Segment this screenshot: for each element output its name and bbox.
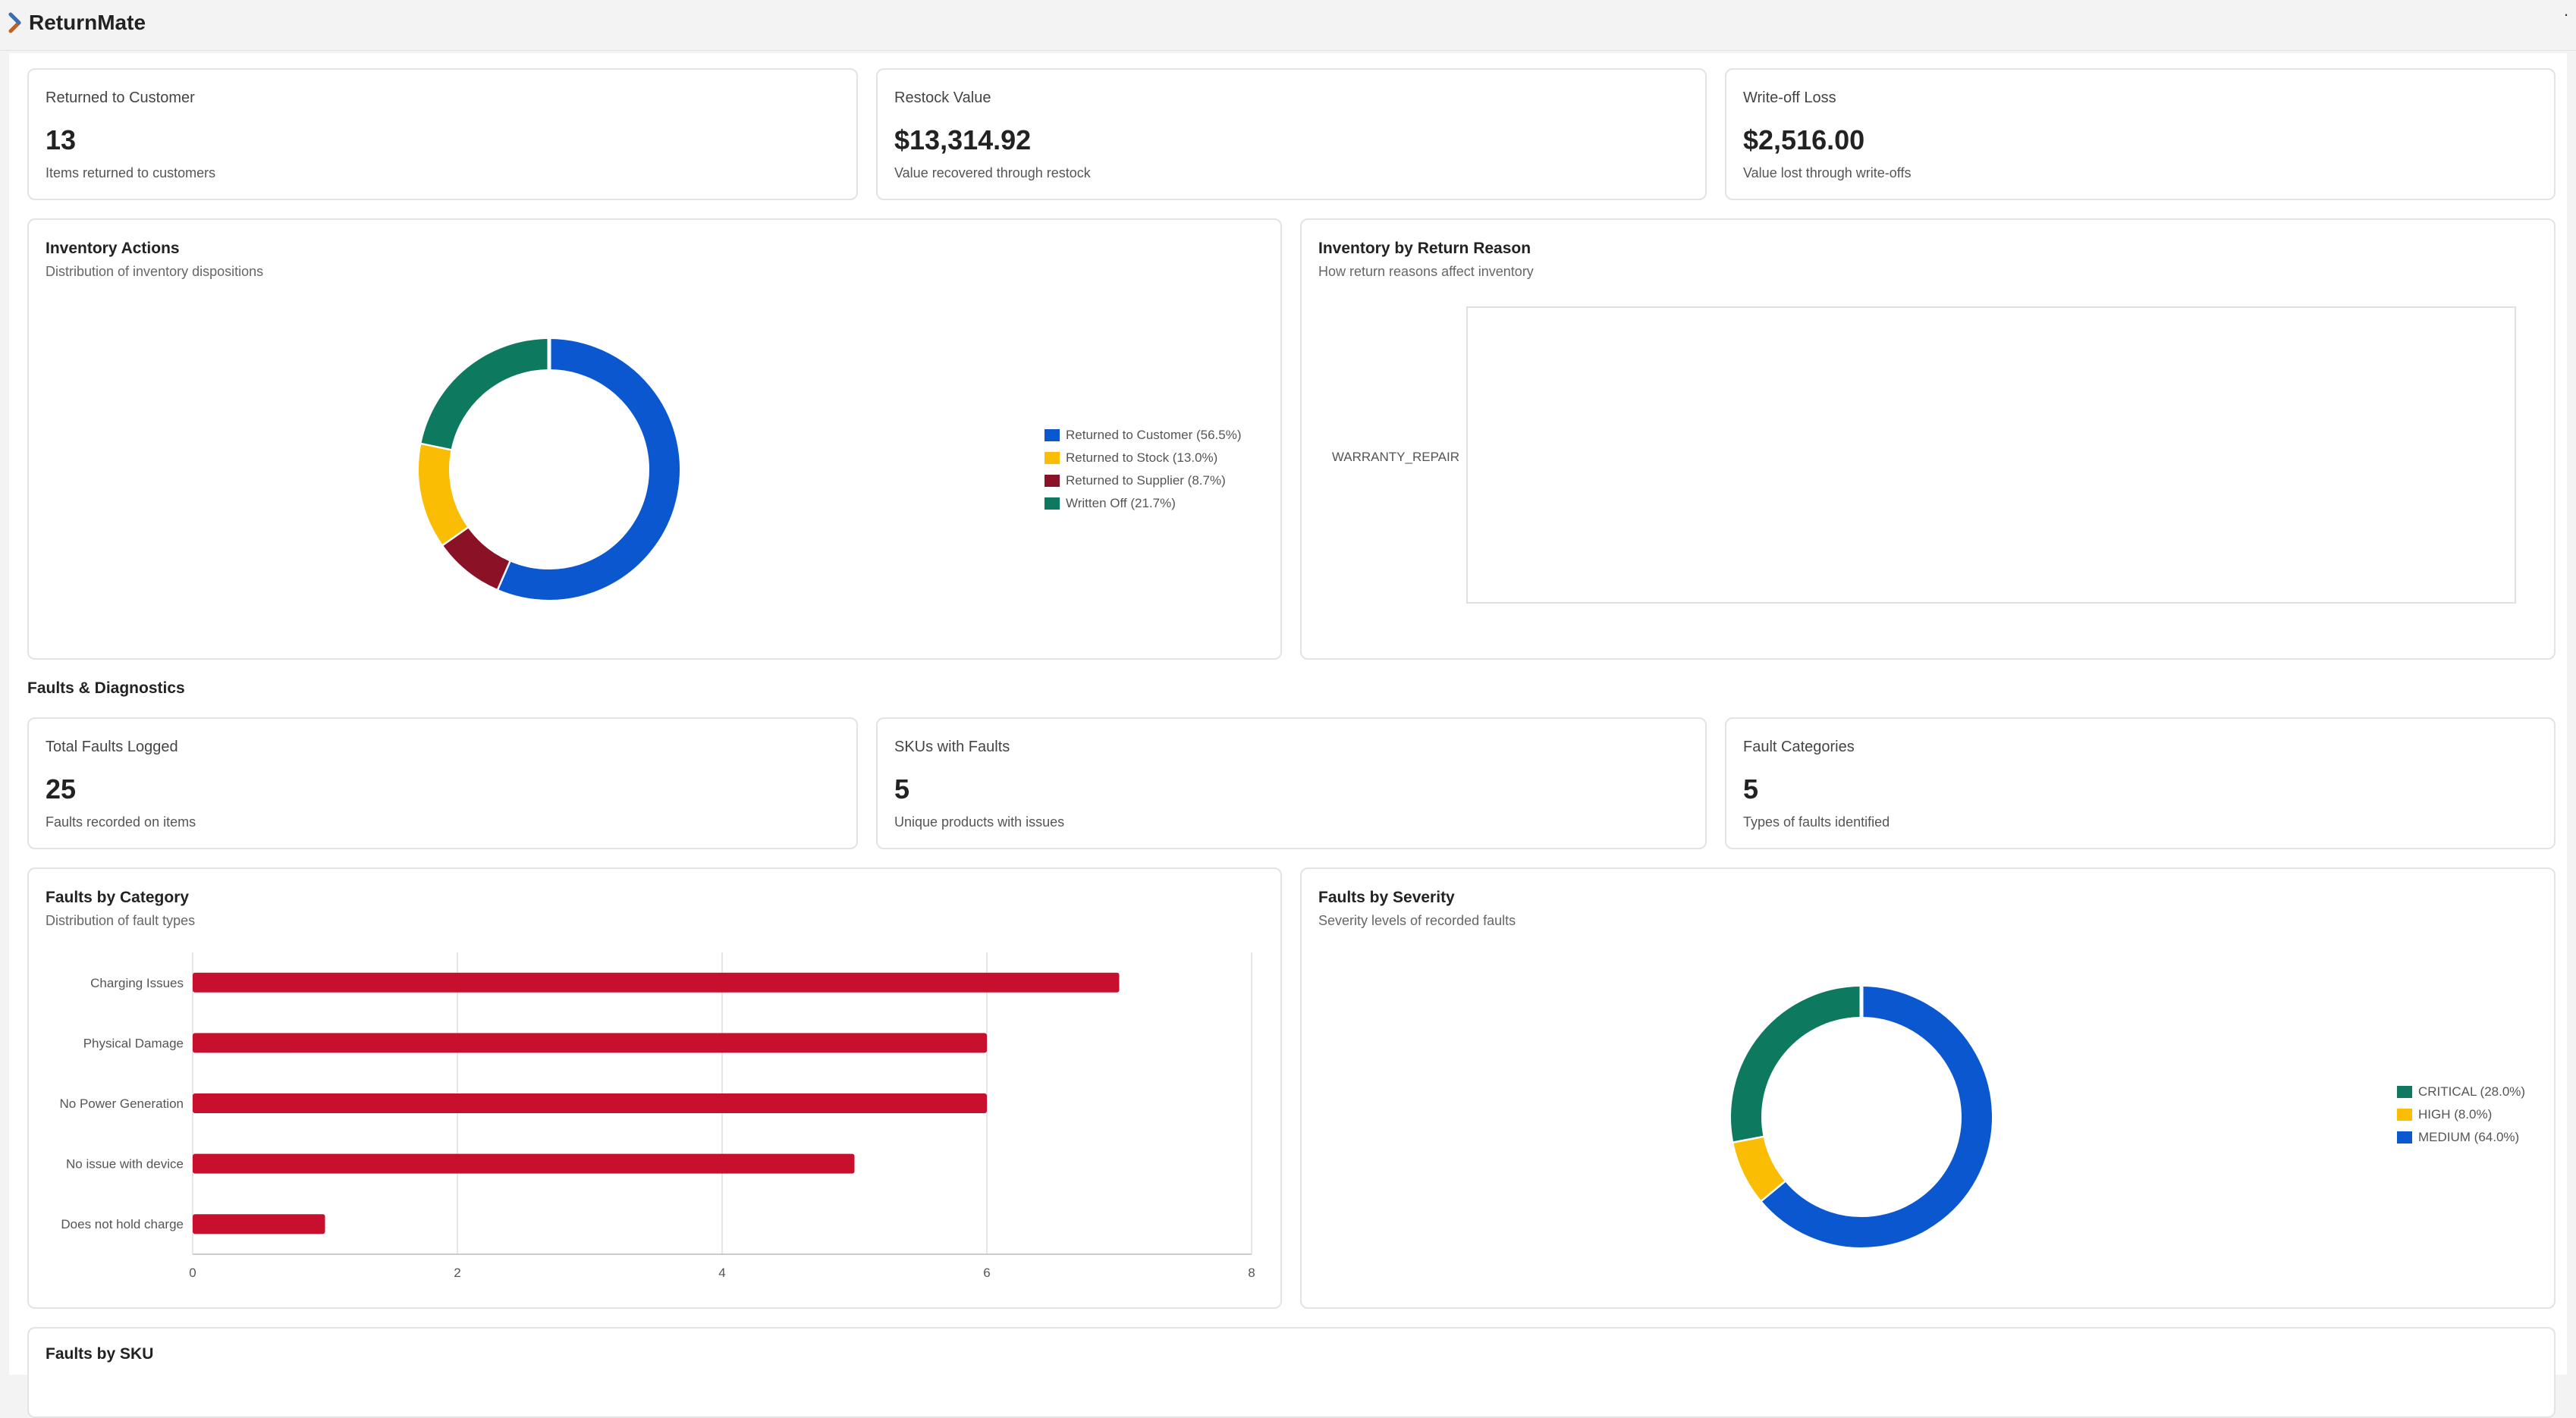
donut-slice-high[interactable] — [1733, 1135, 1785, 1200]
legend-label: Returned to Stock (13.0%) — [1066, 450, 1218, 465]
legend-swatch — [2397, 1131, 2412, 1143]
x-tick-label: 8 — [1248, 1266, 1255, 1280]
legend-label: Written Off (21.7%) — [1066, 496, 1176, 510]
panel-title: Inventory by Return Reason — [1318, 240, 1531, 257]
inventory-by-reason-panel: Inventory by Return Reason How return re… — [1300, 218, 2556, 660]
stat-title: Total Faults Logged — [46, 739, 178, 755]
top-bar: ReturnMate · — [0, 0, 2576, 51]
legend-swatch — [2397, 1109, 2412, 1121]
bar-no-power-generation[interactable] — [193, 1093, 987, 1113]
panel-subtitle: How return reasons affect inventory — [1318, 264, 1534, 279]
stat-subtitle: Items returned to customers — [46, 165, 216, 180]
legend-item[interactable]: CRITICAL (28.0%) — [2397, 1081, 2525, 1103]
y-tick-label: No issue with device — [66, 1157, 184, 1172]
legend-swatch — [2397, 1086, 2412, 1098]
panel-title: Faults by Category — [46, 889, 190, 906]
legend-swatch — [1045, 452, 1060, 464]
x-tick-label: 0 — [189, 1266, 196, 1280]
stat-subtitle: Types of faults identified — [1743, 814, 1890, 830]
stat-title: Fault Categories — [1743, 739, 1855, 755]
legend-item[interactable]: Returned to Stock (13.0%) — [1045, 447, 1242, 469]
faults-by-sku-panel: Faults by SKU — [27, 1327, 2556, 1418]
donut-slice-separator — [488, 546, 517, 604]
y-tick-label: Charging Issues — [90, 976, 184, 990]
faults-by-severity-panel: Faults by Severity Severity levels of re… — [1300, 867, 2556, 1309]
stat-subtitle: Value recovered through restock — [894, 165, 1091, 180]
legend-swatch — [1045, 497, 1060, 510]
donut-slice-critical[interactable] — [1731, 987, 1862, 1142]
y-tick-label: Does not hold charge — [61, 1217, 184, 1231]
stat-card-total-faults: Total Faults Logged 25 Faults recorded o… — [27, 717, 858, 849]
x-tick-label: 6 — [983, 1266, 990, 1280]
panel-title: Faults by Severity — [1318, 889, 1455, 906]
faults-by-category-bar-chart: 0 2 4 6 8 Charging Issues Physical Damage No Po… — [60, 952, 1255, 1280]
legend-item[interactable]: Written Off (21.7%) — [1045, 492, 1242, 515]
stat-title: Returned to Customer — [46, 89, 195, 106]
stat-value: 5 — [894, 773, 910, 805]
legend-swatch — [1045, 429, 1060, 441]
stat-title: Write-off Loss — [1743, 89, 1836, 106]
stat-subtitle: Faults recorded on items — [46, 814, 196, 830]
legend-swatch — [1045, 475, 1060, 487]
stat-value: $13,314.92 — [894, 124, 1032, 155]
stat-card-fault-categories: Fault Categories 5 Types of faults ident… — [1725, 717, 2556, 849]
stat-value: 5 — [1743, 773, 1759, 805]
inventory-actions-panel: Inventory Actions Distribution of invent… — [27, 218, 1282, 660]
inventory-by-reason-chart: WARRANTY_REPAIR — [1332, 306, 2516, 604]
stat-title: SKUs with Faults — [894, 739, 1010, 755]
stat-subtitle: Unique products with issues — [894, 814, 1065, 830]
legend-item[interactable]: HIGH (8.0%) — [2397, 1103, 2525, 1126]
legend-item[interactable]: MEDIUM (64.0%) — [2397, 1126, 2525, 1149]
plot-area — [1466, 306, 2516, 604]
legend-label: CRITICAL (28.0%) — [2418, 1084, 2526, 1099]
donut-slice-returned-to-stock[interactable] — [419, 442, 468, 544]
stat-value: $2,516.00 — [1743, 124, 1865, 155]
donut-slice-returned-to-customer[interactable] — [497, 339, 680, 600]
panel-subtitle: Distribution of inventory dispositions — [46, 264, 264, 279]
bar-charging-issues[interactable] — [193, 972, 1120, 993]
section-heading-faults: Faults & Diagnostics — [27, 679, 185, 697]
panel-title: Inventory Actions — [46, 240, 180, 257]
inventory-actions-donut-chart — [406, 324, 680, 604]
panel-title: Faults by SKU — [46, 1345, 154, 1363]
stat-title: Restock Value — [894, 89, 991, 106]
panel-subtitle: Severity levels of recorded faults — [1318, 913, 1516, 928]
stat-value: 25 — [46, 773, 77, 805]
bar-no-issue-with-device[interactable] — [193, 1153, 855, 1174]
legend-label: Returned to Customer (56.5%) — [1066, 428, 1242, 442]
stat-card-restock-value: Restock Value $13,314.92 Value recovered… — [876, 68, 1707, 200]
stat-card-returned-to-customer: Returned to Customer 13 Items returned t… — [27, 68, 858, 200]
stat-value: 13 — [46, 124, 77, 155]
more-vertical-icon[interactable]: · — [2563, 5, 2569, 24]
faults-by-category-panel: Faults by Category Distribution of fault… — [27, 867, 1282, 1309]
donut-slice-written-off[interactable] — [421, 339, 550, 450]
y-tick-label: No Power Generation — [60, 1096, 184, 1111]
donut-slice-separator — [1748, 1169, 1798, 1212]
x-tick-label: 2 — [454, 1266, 460, 1280]
stat-card-skus-with-faults: SKUs with Faults 5 Unique products with … — [876, 717, 1707, 849]
panel-subtitle: Distribution of fault types — [46, 913, 196, 928]
donut-slice-medium[interactable] — [1761, 987, 1992, 1247]
bar-does-not-hold-charge[interactable] — [193, 1214, 325, 1234]
inventory-actions-legend: Returned to Customer (56.5%) Returned to… — [1045, 424, 1242, 515]
legend-item[interactable]: Returned to Supplier (8.7%) — [1045, 469, 1242, 492]
app-title: ReturnMate — [29, 11, 146, 34]
legend-label: HIGH (8.0%) — [2418, 1107, 2493, 1122]
faults-by-severity-legend: CRITICAL (28.0%) HIGH (8.0%) MEDIUM (64.… — [2397, 1081, 2525, 1149]
legend-item[interactable]: Returned to Customer (56.5%) — [1045, 424, 1242, 447]
y-tick-label: WARRANTY_REPAIR — [1332, 450, 1459, 464]
stat-card-write-off-loss: Write-off Loss $2,516.00 Value lost thro… — [1725, 68, 2556, 200]
x-tick-label: 4 — [718, 1266, 725, 1280]
legend-label: Returned to Supplier (8.7%) — [1066, 473, 1226, 488]
chevron-right-logo-icon — [8, 12, 21, 33]
donut-slice-returned-to-supplier[interactable] — [442, 526, 510, 589]
dashboard-main: Returned to Customer 13 Items returned t… — [9, 53, 2567, 1418]
legend-label: MEDIUM (64.0%) — [2418, 1130, 2520, 1144]
y-tick-label: Physical Damage — [83, 1036, 184, 1050]
faults-by-severity-donut-chart — [1717, 971, 1992, 1247]
bar-physical-damage[interactable] — [193, 1033, 987, 1053]
stat-subtitle: Value lost through write-offs — [1743, 165, 1912, 180]
